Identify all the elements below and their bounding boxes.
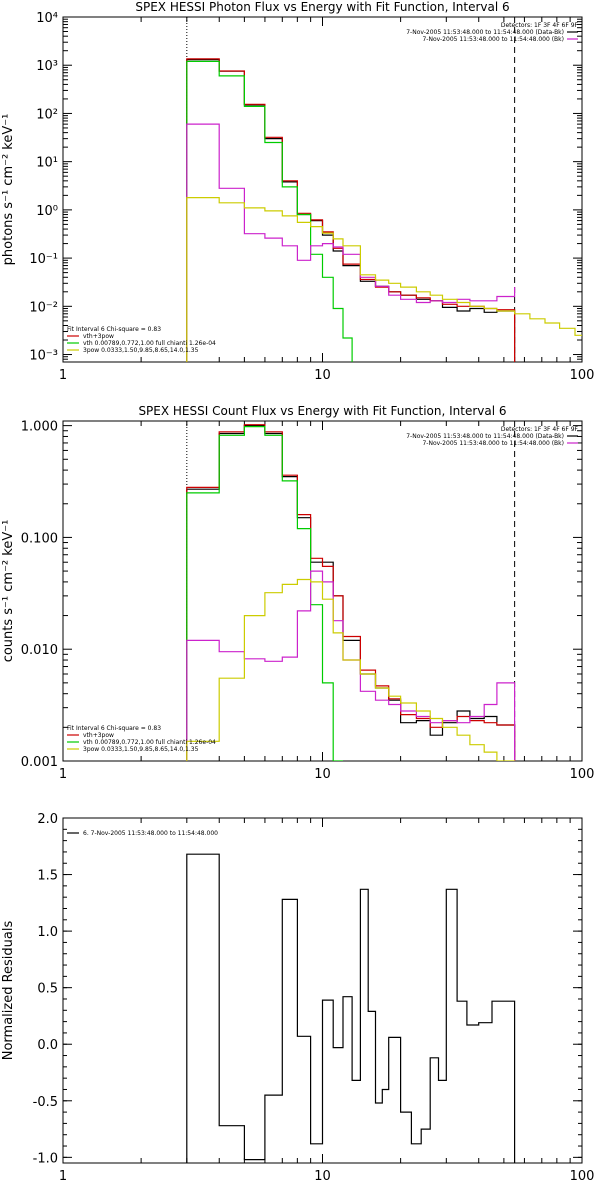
legend-header: Fit Interval 6 Chi-square = 0.83 <box>67 326 161 333</box>
y-tick-label: 10⁰ <box>36 204 58 219</box>
x-tick-label: 1 <box>59 767 67 782</box>
legend-header: Detectors: 1F 3F 4F 6F 9F <box>501 22 579 29</box>
series-line-1 <box>186 425 516 761</box>
legend-entry: 3pow 0.0333,1.50,9.85,8.65,14.0,1.35 <box>83 746 199 753</box>
y-tick-label: 10⁻³ <box>29 349 58 364</box>
y-tick-label: -0.5 <box>33 1095 58 1110</box>
y-axis-label: Normalized Residuals <box>1 921 16 1061</box>
x-tick-label: 1 <box>59 1169 67 1184</box>
x-tick-label: 10 <box>314 368 331 383</box>
series-line-3 <box>186 426 343 761</box>
y-tick-label: 10³ <box>36 59 58 74</box>
series-line-2 <box>186 424 516 761</box>
x-tick-label: 1 <box>59 368 67 383</box>
legend-header: Fit Interval 6 Chi-square = 0.83 <box>67 725 161 732</box>
y-tick-label: 10² <box>36 107 58 122</box>
y-tick-label: 10⁻² <box>29 300 58 315</box>
series-line-5 <box>186 578 546 761</box>
series-line-2 <box>186 58 516 362</box>
series-line-4 <box>186 570 516 761</box>
legend-entry: vth 0.00789,0.772,1.00 full chianti 1.26… <box>83 739 216 746</box>
series-line-4 <box>186 123 516 362</box>
series-line-5 <box>186 197 582 362</box>
legend-entry: vth 0.00789,0.772,1.00 full chianti 1.26… <box>83 340 216 347</box>
chart-title: SPEX HESSI Photon Flux vs Energy with Fi… <box>135 0 509 14</box>
y-tick-label: 0.001 <box>21 755 58 770</box>
series-line-1 <box>186 853 516 1163</box>
chart-title: SPEX HESSI Count Flux vs Energy with Fit… <box>138 404 506 418</box>
panel-2: SPEX HESSI Count Flux vs Energy with Fit… <box>1 404 594 782</box>
legend-entry: 7-Nov-2005 11:53:48.000 to 11:54:48.000 … <box>422 440 564 447</box>
legend-entry: 3pow 0.0333,1.50,9.85,8.65,14.0,1.35 <box>83 347 199 354</box>
y-tick-label: 1.5 <box>37 869 58 884</box>
y-tick-label: 0.010 <box>21 643 58 658</box>
y-tick-label: 0.0 <box>37 1038 58 1053</box>
y-tick-label: 1.000 <box>21 420 58 435</box>
y-tick-label: 0.100 <box>21 531 58 546</box>
y-tick-label: 2.0 <box>37 812 58 827</box>
panel-3: 1 10 100 -1.0 -0.5 0.0 0.5 1.0 1.5 2.0 Normalized … <box>1 812 594 1184</box>
legend-entry: vth+3pow <box>83 333 114 340</box>
y-tick-label: 10¹ <box>36 156 58 171</box>
y-tick-label: 10⁻¹ <box>29 252 58 267</box>
y-tick-label: 10⁴ <box>36 11 58 26</box>
y-tick-label: -1.0 <box>33 1151 58 1166</box>
x-tick-label: 10 <box>314 767 331 782</box>
legend-entry: 7-Nov-2005 11:53:48.000 to 11:54:48.000 … <box>406 433 564 440</box>
y-axis-label: photons s⁻¹ cm⁻² keV⁻¹ <box>1 114 16 266</box>
legend-entry: 7-Nov-2005 11:53:48.000 to 11:54:48.000 … <box>422 36 564 43</box>
x-tick-label: 100 <box>570 1169 595 1184</box>
panel-1: SPEX HESSI Photon Flux vs Energy with Fi… <box>1 0 594 383</box>
legend-entry: vth+3pow <box>83 732 114 739</box>
series-line-1 <box>186 59 516 362</box>
legend-entry: 6. 7-Nov-2005 11:53:48.000 to 11:54:48.0… <box>83 830 218 837</box>
x-tick-label: 100 <box>570 368 595 383</box>
y-tick-label: 0.5 <box>37 982 58 997</box>
y-axis-label: counts s⁻¹ cm⁻² keV⁻¹ <box>1 520 16 663</box>
legend-entry: 7-Nov-2005 11:53:48.000 to 11:54:48.000 … <box>406 29 564 36</box>
series-line-3 <box>186 60 353 362</box>
y-tick-label: 1.0 <box>37 925 58 940</box>
legend-header: Detectors: 1F 3F 4F 6F 9F <box>501 426 579 433</box>
x-tick-label: 10 <box>314 1169 331 1184</box>
x-tick-label: 100 <box>570 767 595 782</box>
